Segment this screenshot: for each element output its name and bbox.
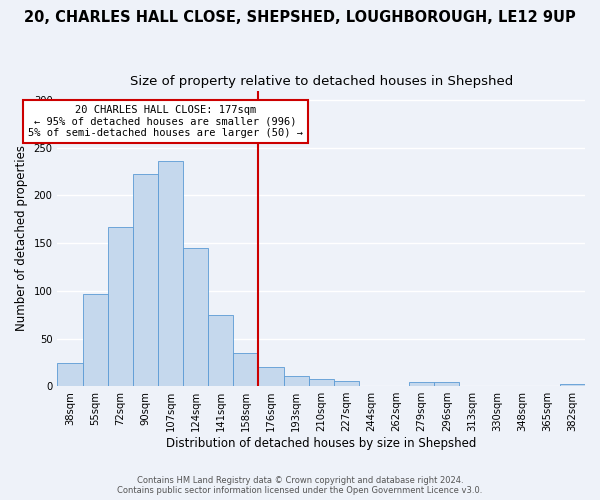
Title: Size of property relative to detached houses in Shepshed: Size of property relative to detached ho… <box>130 75 513 88</box>
Text: 20 CHARLES HALL CLOSE: 177sqm
← 95% of detached houses are smaller (996)
5% of s: 20 CHARLES HALL CLOSE: 177sqm ← 95% of d… <box>28 105 303 138</box>
Y-axis label: Number of detached properties: Number of detached properties <box>15 146 28 332</box>
Bar <box>133 174 158 386</box>
Bar <box>158 161 183 386</box>
Bar <box>233 353 259 386</box>
Bar <box>560 384 585 386</box>
X-axis label: Distribution of detached houses by size in Shepshed: Distribution of detached houses by size … <box>166 437 476 450</box>
Text: 20, CHARLES HALL CLOSE, SHEPSHED, LOUGHBOROUGH, LE12 9UP: 20, CHARLES HALL CLOSE, SHEPSHED, LOUGHB… <box>24 10 576 25</box>
Bar <box>409 382 434 386</box>
Bar <box>334 382 359 386</box>
Bar <box>58 364 83 386</box>
Bar <box>83 294 107 386</box>
Bar <box>434 382 460 386</box>
Bar <box>259 367 284 386</box>
Bar <box>308 378 334 386</box>
Bar <box>183 248 208 386</box>
Text: Contains HM Land Registry data © Crown copyright and database right 2024.
Contai: Contains HM Land Registry data © Crown c… <box>118 476 482 495</box>
Bar <box>284 376 308 386</box>
Bar <box>107 227 133 386</box>
Bar <box>208 314 233 386</box>
